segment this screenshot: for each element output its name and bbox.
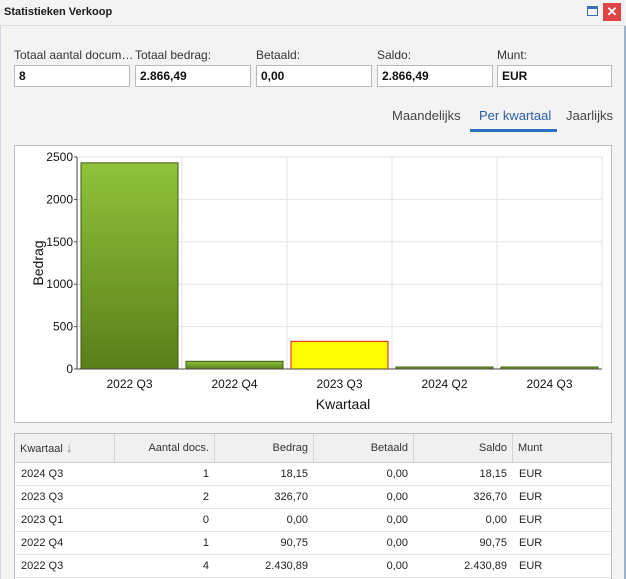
cell-docs: 2 [202, 491, 209, 503]
cell-balance: 0,00 [485, 514, 507, 526]
y-tick-label: 2000 [46, 192, 73, 206]
table-row[interactable]: 2022 Q4 1 90,75 0,00 90,75 EUR [15, 532, 611, 555]
y-tick-label: 0 [66, 362, 73, 376]
chart-panel: 0 500 1000 1500 2000 2500 2022 Q3 2022 Q4 2023 Q… [14, 145, 612, 423]
x-tick-label: 2024 Q3 [526, 377, 572, 391]
cell-docs: 4 [202, 560, 209, 572]
x-tick-label: 2022 Q3 [106, 377, 152, 391]
title-bar: Statistieken Verkoop ✕ [0, 0, 626, 26]
x-tick-label: 2024 Q2 [421, 377, 467, 391]
tab-monthly[interactable]: Maandelijks [392, 108, 461, 123]
cell-quarter: 2023 Q1 [21, 514, 64, 526]
cell-balance: 326,70 [473, 491, 507, 503]
y-tick-label: 500 [53, 320, 73, 334]
balance-label: Saldo: [377, 48, 412, 62]
cell-docs: 0 [202, 514, 209, 526]
currency-field[interactable]: EUR [497, 65, 612, 87]
cell-currency: EUR [519, 537, 543, 549]
cell-balance: 90,75 [479, 537, 507, 549]
paid-field[interactable]: 0,00 [256, 65, 372, 87]
table-row[interactable]: 2022 Q3 4 2.430,89 0,00 2.430,89 EUR [15, 555, 611, 578]
cell-currency: EUR [519, 468, 543, 480]
table-header: Kwartaal ↓ Aantal docs. Bedrag Betaald S… [15, 434, 611, 463]
stats-table: Kwartaal ↓ Aantal docs. Bedrag Betaald S… [14, 433, 612, 579]
cell-docs: 1 [202, 537, 209, 549]
balance-field[interactable]: 2.866,49 [377, 65, 493, 87]
column-header-paid[interactable]: Betaald [314, 434, 414, 462]
table-row[interactable]: 2023 Q3 2 326,70 0,00 326,70 EUR [15, 486, 611, 509]
cell-paid: 0,00 [386, 514, 408, 526]
currency-label: Munt: [497, 48, 528, 62]
close-button[interactable]: ✕ [603, 3, 621, 21]
y-tick-label: 1000 [46, 277, 73, 291]
cell-amount: 18,15 [280, 468, 308, 480]
total-amount-field[interactable]: 2.866,49 [135, 65, 251, 87]
bar-2022-q4[interactable] [185, 360, 284, 370]
y-tick-label: 1500 [46, 235, 73, 249]
cell-paid: 0,00 [386, 491, 408, 503]
cell-quarter: 2022 Q4 [21, 537, 64, 549]
column-header-balance[interactable]: Saldo [414, 434, 513, 462]
maximize-icon[interactable] [587, 6, 598, 16]
sort-down-icon: ↓ [65, 440, 73, 455]
cell-amount: 0,00 [286, 514, 308, 526]
cell-quarter: 2023 Q3 [21, 491, 64, 503]
total-docs-label: Totaal aantal docum… [14, 48, 132, 62]
window-title: Statistieken Verkoop [4, 6, 113, 18]
cell-amount: 90,75 [280, 537, 308, 549]
cell-paid: 0,00 [386, 560, 408, 572]
bar-2023-q3[interactable] [290, 340, 389, 370]
cell-amount: 2.430,89 [265, 560, 308, 572]
cell-currency: EUR [519, 514, 543, 526]
x-axis-title: Kwartaal [316, 396, 370, 412]
cell-docs: 1 [202, 468, 209, 480]
x-tick-label: 2023 Q3 [316, 377, 362, 391]
active-tab-indicator [470, 129, 557, 132]
column-header-quarter[interactable]: Kwartaal ↓ [15, 434, 115, 462]
cell-currency: EUR [519, 491, 543, 503]
total-docs-field[interactable]: 8 [14, 65, 130, 87]
tab-yearly[interactable]: Jaarlijks [566, 108, 613, 123]
bar-chart: 0 500 1000 1500 2000 2500 2022 Q3 2022 Q4 2023 Q… [30, 150, 603, 412]
cell-paid: 0,00 [386, 468, 408, 480]
y-axis-title: Bedrag [30, 240, 46, 285]
x-tick-label: 2022 Q4 [211, 377, 257, 391]
column-header-docs[interactable]: Aantal docs. [115, 434, 215, 462]
cell-quarter: 2024 Q3 [21, 468, 64, 480]
column-header-currency[interactable]: Munt [518, 442, 543, 454]
cell-currency: EUR [519, 560, 543, 572]
paid-label: Betaald: [256, 48, 301, 62]
y-tick-label: 2500 [46, 150, 73, 164]
window-border-right [624, 26, 626, 579]
bar-2022-q3[interactable] [80, 162, 179, 370]
table-row[interactable]: 2023 Q1 0 0,00 0,00 0,00 EUR [15, 509, 611, 532]
tab-quarterly[interactable]: Per kwartaal [479, 108, 552, 123]
cell-balance: 2.430,89 [464, 560, 507, 572]
cell-paid: 0,00 [386, 537, 408, 549]
cell-amount: 326,70 [274, 491, 308, 503]
cell-quarter: 2022 Q3 [21, 560, 64, 572]
table-row[interactable]: 2024 Q3 1 18,15 0,00 18,15 EUR [15, 463, 611, 486]
column-header-amount[interactable]: Bedrag [215, 434, 314, 462]
cell-balance: 18,15 [479, 468, 507, 480]
window-border-left [0, 26, 1, 579]
total-amount-label: Totaal bedrag: [135, 48, 212, 62]
column-header-quarter-label: Kwartaal [20, 443, 63, 455]
